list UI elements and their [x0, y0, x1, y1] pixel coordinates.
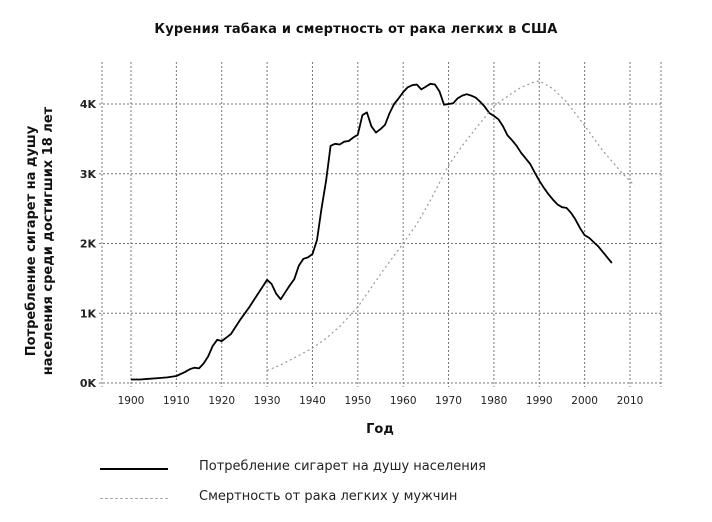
legend-label: Потребление сигарет на душу населения [199, 459, 486, 474]
chart-title: Курения табака и смертность от рака легк… [154, 22, 558, 37]
y-tick-label: 2K [80, 238, 97, 251]
y-tick-label: 0K [80, 377, 97, 390]
x-tick-label: 1930 [254, 395, 281, 407]
dotted-line-swatch-icon [100, 498, 168, 499]
y-axis-ticks: 0K 1K 2K 3K 4K [80, 98, 97, 390]
x-tick-label: 1980 [481, 395, 508, 407]
legend-label: Смертность от рака легких у мужчин [199, 489, 458, 504]
x-tick-label: 2000 [571, 395, 598, 407]
x-tick-label: 1940 [299, 395, 326, 407]
x-tick-label: 2010 [617, 395, 644, 407]
y-tick-label: 3K [80, 168, 97, 181]
x-axis-ticks: 1900 1910 1920 1930 1940 1950 1960 1970 1980 1990… [118, 395, 644, 407]
x-tick-label: 1960 [390, 395, 417, 407]
x-tick-label: 1970 [435, 395, 462, 407]
y-tick-label: 4K [80, 98, 97, 111]
x-axis-label: Год [366, 422, 394, 437]
x-tick-label: 1900 [118, 395, 145, 407]
lung-cancer-mortality-line [266, 80, 635, 371]
cigarette-consumption-line [131, 82, 613, 381]
x-tick-label: 1920 [208, 395, 235, 407]
data-series [131, 80, 635, 381]
legend-item-cigarettes: Потребление сигарет на душу населения [100, 458, 660, 488]
x-tick-label: 1910 [163, 395, 190, 407]
legend: Потребление сигарет на душу населения См… [100, 458, 660, 518]
x-tick-label: 1990 [526, 395, 553, 407]
grid-lines [99, 62, 662, 387]
x-tick-label: 1950 [344, 395, 371, 407]
solid-line-swatch-icon [100, 468, 168, 470]
y-tick-label: 1K [80, 307, 97, 320]
legend-item-lung-cancer: Смертность от рака легких у мужчин [100, 488, 660, 518]
